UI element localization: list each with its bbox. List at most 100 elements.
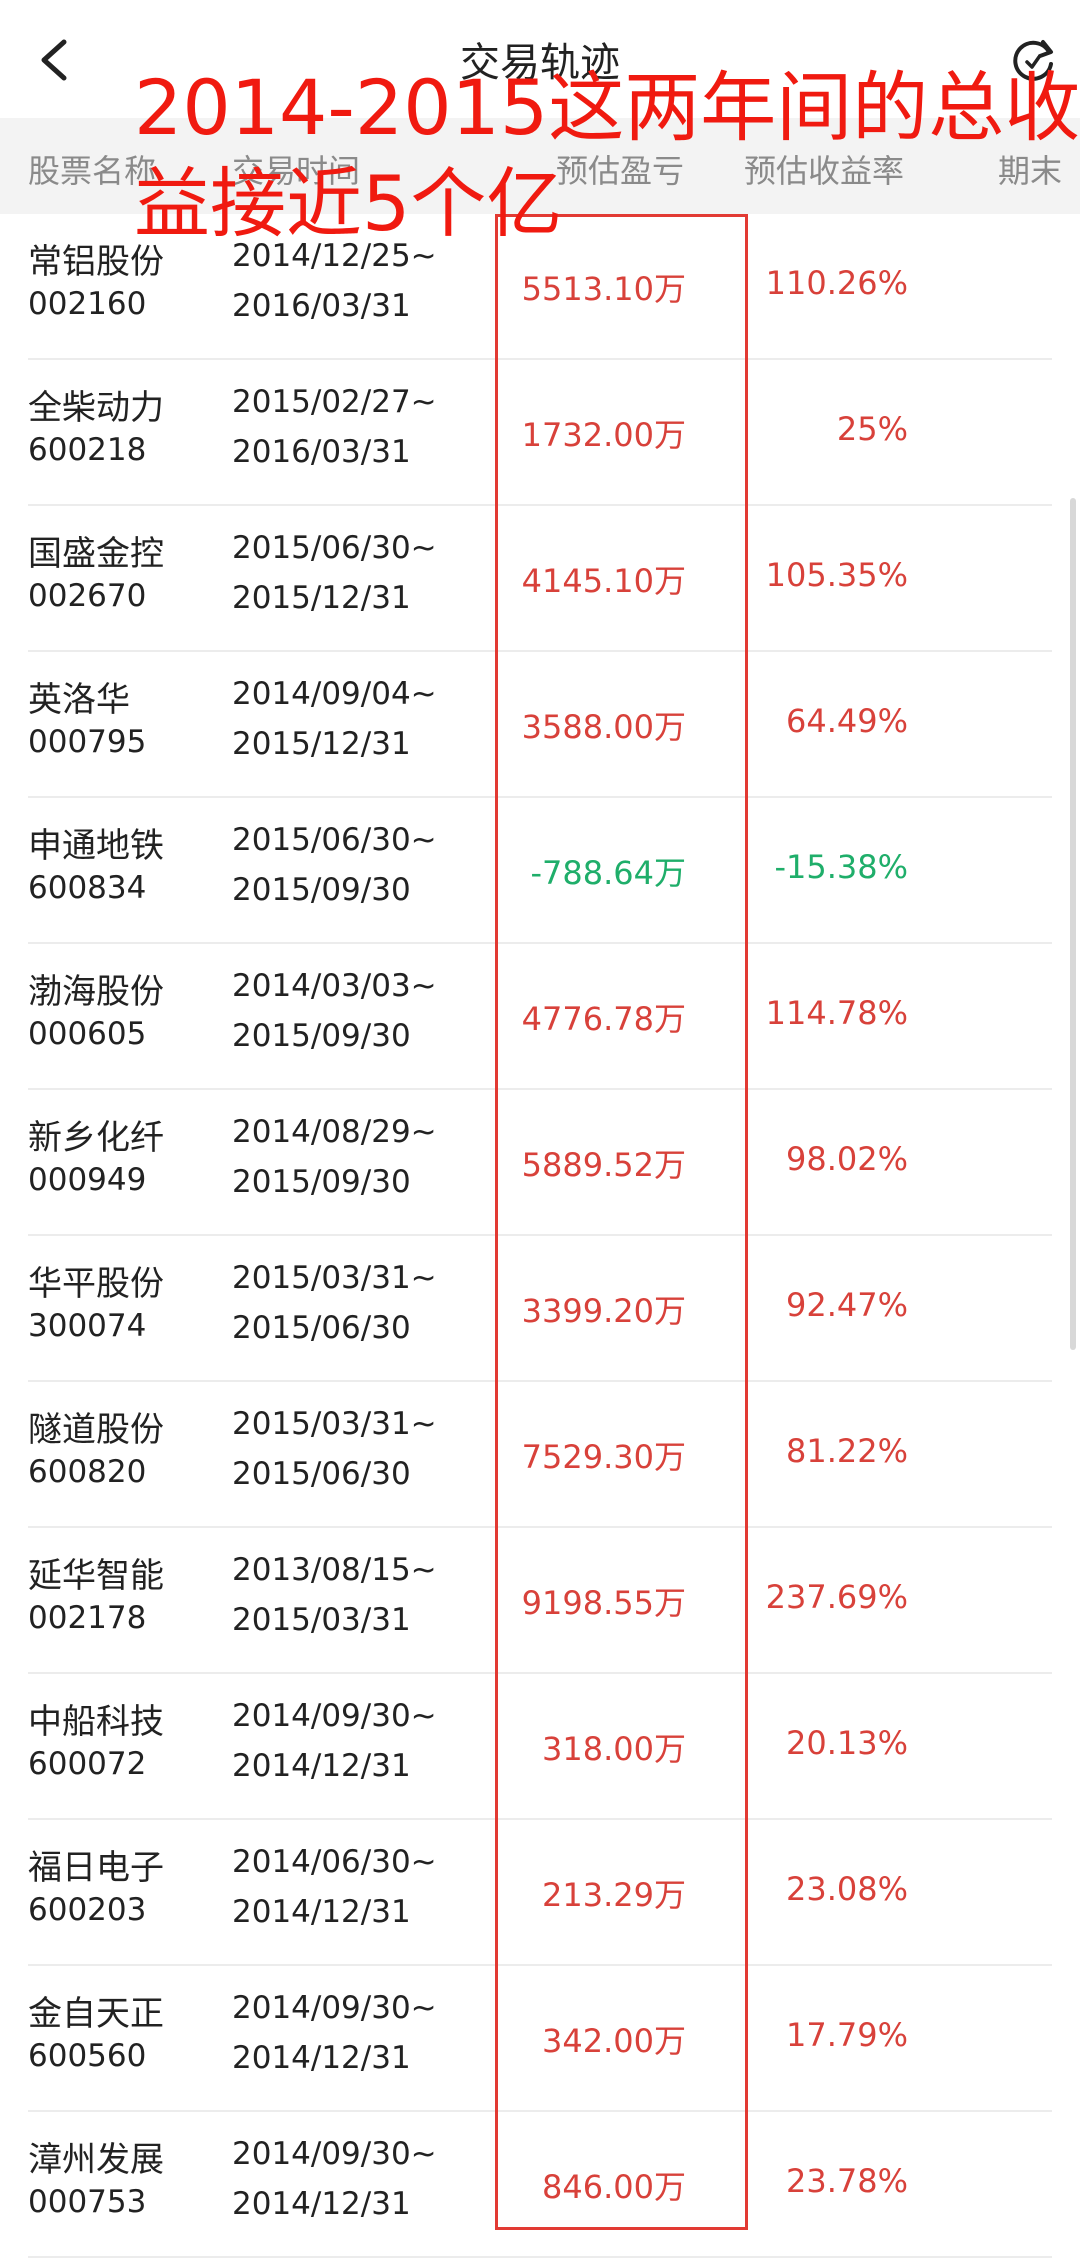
stock-code: 002160 [28, 286, 147, 322]
trade-start: 2014/09/30~ [232, 1990, 437, 2026]
est-pnl: 318.00万 [542, 1730, 686, 1768]
est-return: 20.13% [785, 1724, 908, 1762]
est-return: 114.78% [765, 994, 908, 1032]
highlight-box [495, 214, 748, 2230]
stock-name: 华平股份 [28, 1264, 164, 1304]
stock-code: 000949 [28, 1162, 147, 1198]
row-divider [28, 1088, 1052, 1090]
est-return: 110.26% [765, 264, 908, 302]
table-row[interactable]: 常铝股份 002160 2014/12/25~ 2016/03/31 5513.10万 1… [0, 214, 1080, 360]
table-row[interactable]: 渤海股份 000605 2014/03/03~ 2015/09/30 4776.78万 1… [0, 944, 1080, 1090]
est-pnl: 213.29万 [542, 1876, 686, 1914]
table-row[interactable]: 金自天正 600560 2014/09/30~ 2014/12/31 342.00万 17… [0, 1966, 1080, 2112]
refresh-button[interactable] [1005, 32, 1061, 88]
est-return: 23.08% [785, 1870, 908, 1908]
est-return: 237.69% [765, 1578, 908, 1616]
trade-end: 2016/03/31 [232, 434, 411, 470]
table-row[interactable]: 中船科技 600072 2014/09/30~ 2014/12/31 318.00万 20… [0, 1674, 1080, 1820]
stock-code: 600560 [28, 2038, 147, 2074]
table-row[interactable]: 隧道股份 600820 2015/03/31~ 2015/06/30 7529.30万 8… [0, 1382, 1080, 1528]
trade-end: 2015/06/30 [232, 1456, 411, 1492]
row-divider [28, 650, 1052, 652]
trade-start: 2014/08/29~ [232, 1114, 437, 1150]
est-return: 17.79% [785, 2016, 908, 2054]
header-stock-name[interactable]: 股票名称 [28, 152, 157, 190]
table-row[interactable]: 新乡化纤 000949 2014/08/29~ 2015/09/30 5889.52万 9… [0, 1090, 1080, 1236]
table-row[interactable]: 漳州发展 000753 2014/09/30~ 2014/12/31 846.00万 23… [0, 2112, 1080, 2258]
est-pnl: 7529.30万 [521, 1438, 686, 1476]
stock-name: 常铝股份 [28, 242, 164, 282]
stock-name: 申通地铁 [28, 826, 164, 866]
trade-start: 2014/03/03~ [232, 968, 437, 1004]
stock-name: 福日电子 [28, 1848, 164, 1888]
trade-end: 2014/12/31 [232, 1748, 411, 1784]
row-divider [28, 1964, 1052, 1966]
row-divider [28, 1672, 1052, 1674]
stock-name: 英洛华 [28, 680, 130, 720]
table-row[interactable]: 华平股份 300074 2015/03/31~ 2015/06/30 3399.20万 9… [0, 1236, 1080, 1382]
trade-end: 2014/12/31 [232, 1894, 411, 1930]
row-divider [28, 942, 1052, 944]
annotation-line-1: 2014-2015这两年间的总收 [134, 63, 1080, 152]
trade-start: 2014/12/25~ [232, 238, 437, 274]
header-trade-time[interactable]: 交易时间 [232, 152, 361, 190]
annotation-text: 2014-2015这两年间的总收 益接近5个亿 [134, 60, 1080, 252]
trade-end: 2015/06/30 [232, 1310, 411, 1346]
table-row[interactable]: 福日电子 600203 2014/06/30~ 2014/12/31 213.29万 23… [0, 1820, 1080, 1966]
est-return: 105.35% [765, 556, 908, 594]
trade-start: 2015/03/31~ [232, 1260, 437, 1296]
est-pnl: 5889.52万 [521, 1146, 686, 1184]
stock-name: 新乡化纤 [28, 1118, 164, 1158]
est-return: 23.78% [785, 2162, 908, 2200]
est-pnl: 3588.00万 [521, 708, 686, 746]
trade-start: 2015/06/30~ [232, 822, 437, 858]
stock-name: 隧道股份 [28, 1410, 164, 1450]
est-return: 25% [836, 410, 908, 448]
row-divider [28, 2110, 1052, 2112]
stock-code: 000795 [28, 724, 147, 760]
stock-code: 600834 [28, 870, 147, 906]
header-period-end[interactable]: 期末 [998, 152, 1063, 190]
est-pnl: 1732.00万 [521, 416, 686, 454]
row-divider [28, 1234, 1052, 1236]
stock-code: 600218 [28, 432, 147, 468]
trade-end: 2015/12/31 [232, 580, 411, 616]
trade-start: 2014/06/30~ [232, 1844, 437, 1880]
row-divider [28, 1380, 1052, 1382]
table-row[interactable]: 国盛金控 002670 2015/06/30~ 2015/12/31 4145.10万 1… [0, 506, 1080, 652]
row-divider [28, 1818, 1052, 1820]
trade-start: 2015/06/30~ [232, 530, 437, 566]
trade-end: 2016/03/31 [232, 288, 411, 324]
stock-code: 600072 [28, 1746, 147, 1782]
stock-name: 渤海股份 [28, 972, 164, 1012]
refresh-icon [1013, 40, 1053, 81]
stock-code: 600820 [28, 1454, 147, 1490]
header-est-return[interactable]: 预估收益率 [744, 152, 905, 190]
est-pnl: 4145.10万 [521, 562, 686, 600]
stock-code: 300074 [28, 1308, 147, 1344]
table-row[interactable]: 延华智能 002178 2013/08/15~ 2015/03/31 9198.55万 2… [0, 1528, 1080, 1674]
est-pnl: 4776.78万 [521, 1000, 686, 1038]
stock-name: 中船科技 [28, 1702, 164, 1742]
row-divider [28, 358, 1052, 360]
trade-list: 常铝股份 002160 2014/12/25~ 2016/03/31 5513.10万 1… [0, 214, 1080, 2258]
est-pnl: 9198.55万 [521, 1584, 686, 1622]
est-return: 92.47% [785, 1286, 908, 1324]
stock-code: 002178 [28, 1600, 147, 1636]
scrollbar[interactable] [1070, 498, 1076, 1350]
header-est-pnl[interactable]: 预估盈亏 [556, 152, 685, 190]
row-divider [28, 504, 1052, 506]
table-row[interactable]: 申通地铁 600834 2015/06/30~ 2015/09/30 -788.64万 -… [0, 798, 1080, 944]
trade-end: 2014/12/31 [232, 2040, 411, 2076]
est-return: 98.02% [785, 1140, 908, 1178]
trade-end: 2014/12/31 [232, 2186, 411, 2222]
stock-name: 全柴动力 [28, 388, 164, 428]
back-button[interactable] [30, 30, 80, 90]
est-pnl: 342.00万 [542, 2022, 686, 2060]
stock-name: 漳州发展 [28, 2140, 164, 2180]
est-pnl: 3399.20万 [521, 1292, 686, 1330]
annotation-line-2: 益接近5个亿 [134, 159, 563, 248]
table-row[interactable]: 全柴动力 600218 2015/02/27~ 2016/03/31 1732.00万 2… [0, 360, 1080, 506]
table-row[interactable]: 英洛华 000795 2014/09/04~ 2015/12/31 3588.00万 64… [0, 652, 1080, 798]
trade-end: 2015/09/30 [232, 1164, 411, 1200]
